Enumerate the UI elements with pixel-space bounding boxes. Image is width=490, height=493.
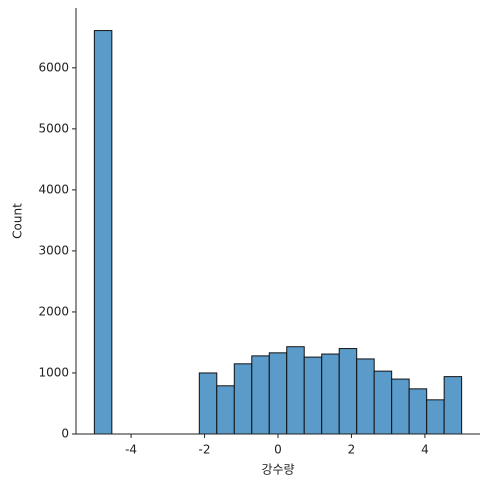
y-tick-label: 5000 <box>38 121 69 135</box>
bar <box>408 388 428 435</box>
x-tick-label: -2 <box>199 443 211 457</box>
x-tick-label: 2 <box>348 443 356 457</box>
y-tick-label: 3000 <box>38 243 69 257</box>
bar <box>373 370 393 435</box>
y-tick-label: 0 <box>61 427 69 441</box>
x-tick-label: -4 <box>125 443 137 457</box>
x-tick-label: 4 <box>421 443 429 457</box>
bar <box>251 355 270 435</box>
x-tick-label: 0 <box>274 443 282 457</box>
y-tick-label: 2000 <box>38 304 69 318</box>
bar <box>216 385 235 435</box>
bar <box>268 352 288 435</box>
bar <box>391 378 410 435</box>
bar <box>93 30 113 435</box>
bar <box>338 348 358 435</box>
bar <box>443 376 463 435</box>
bar <box>198 372 218 435</box>
y-axis-label: Count <box>11 203 25 239</box>
y-tick-label: 6000 <box>38 60 69 74</box>
y-tick-label: 4000 <box>38 182 69 196</box>
y-tick-label: 1000 <box>38 365 69 379</box>
bar <box>321 353 340 435</box>
bar <box>233 363 253 435</box>
bar <box>303 356 323 435</box>
bar <box>356 358 375 435</box>
bar <box>286 346 305 435</box>
bar <box>426 399 445 435</box>
x-axis-label: 강수량 <box>261 463 294 477</box>
